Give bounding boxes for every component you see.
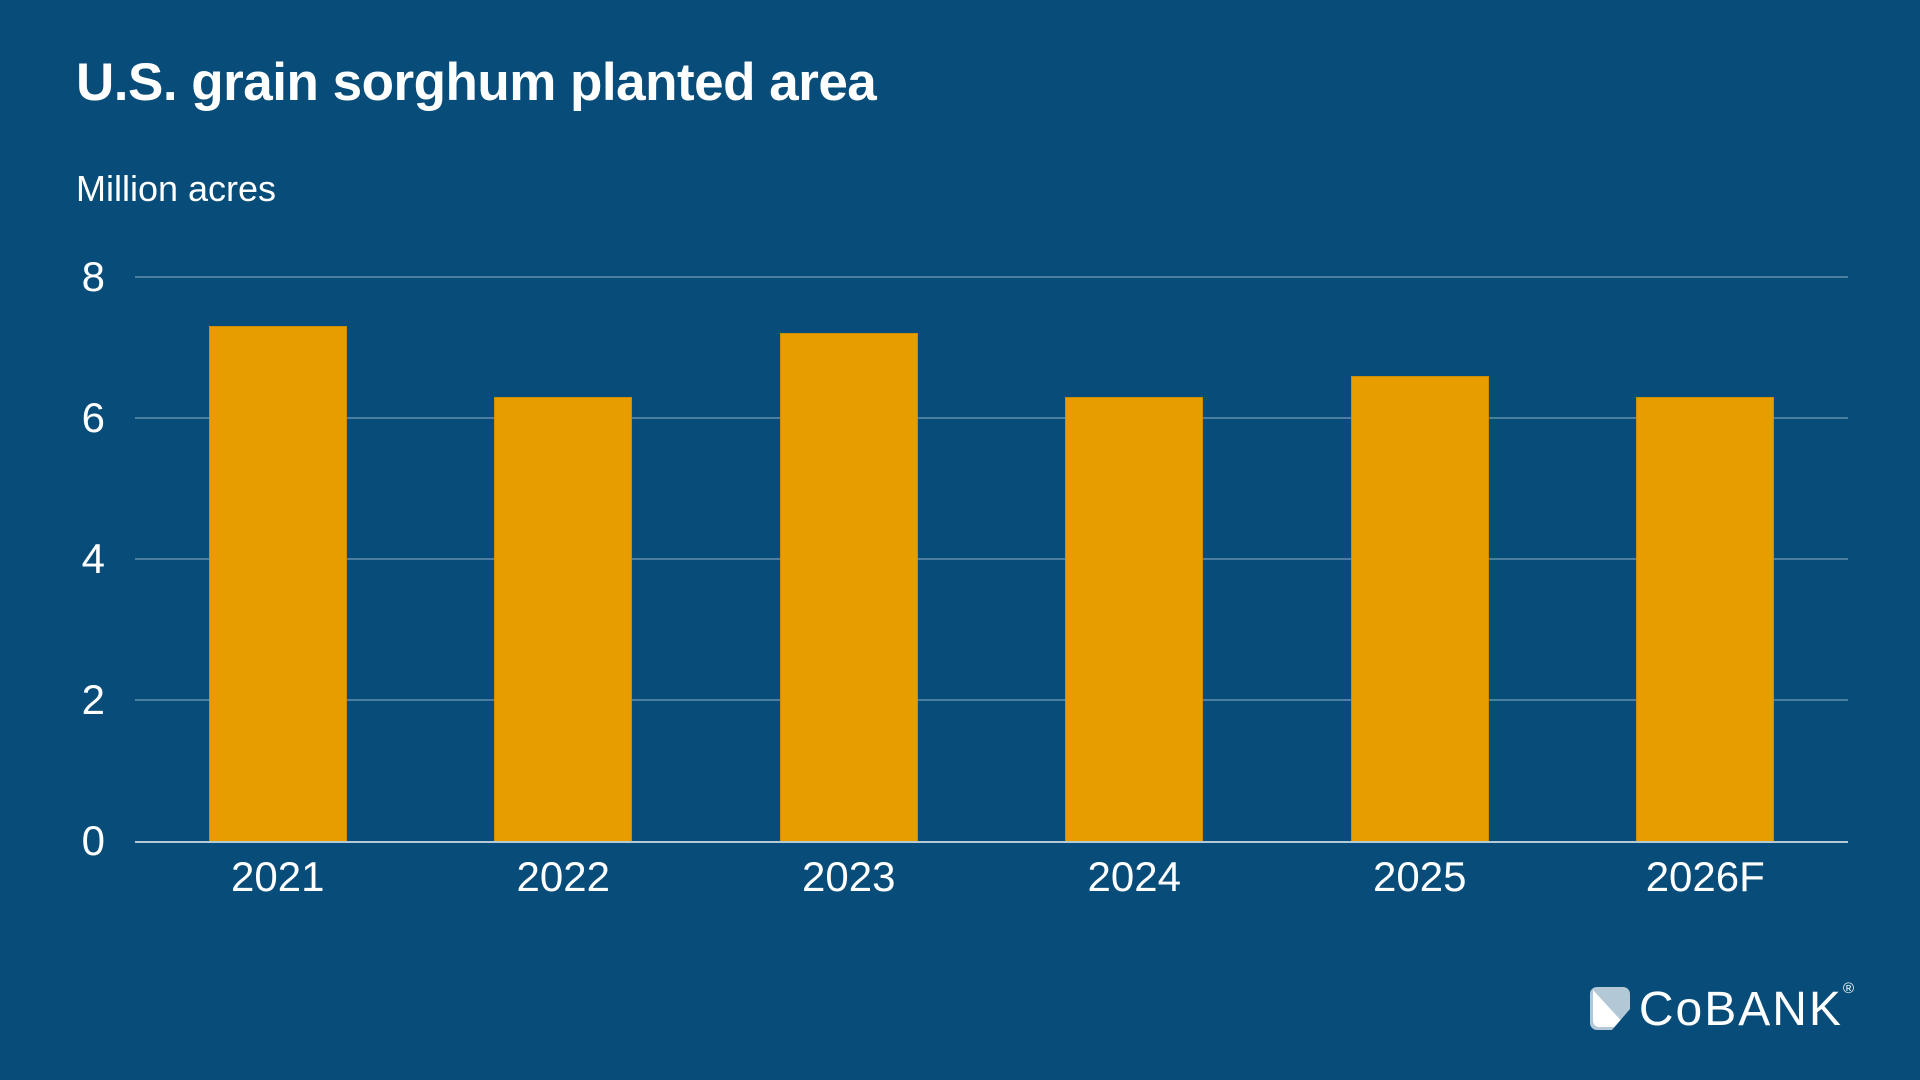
cobank-wordmark: CoBANK® <box>1639 981 1854 1034</box>
bar-2021 <box>208 326 347 841</box>
y-tick-label-0: 0 <box>81 817 105 864</box>
gridline-8 <box>135 276 1848 278</box>
plot-area <box>135 276 1848 843</box>
x-axis-tick-labels: 2021 2022 2023 2024 2025 2026F <box>135 856 1848 906</box>
y-axis-tick-labels: 0 2 4 6 8 <box>30 256 105 862</box>
cobank-logo-icon <box>1589 987 1630 1030</box>
x-tick-label-2026F: 2026F <box>1645 853 1765 900</box>
x-tick-label-2021: 2021 <box>231 853 325 900</box>
gridline-2 <box>135 699 1848 701</box>
gridline-6 <box>135 417 1848 419</box>
y-tick-label-4: 4 <box>81 535 105 582</box>
bar-2024 <box>1065 396 1204 841</box>
bar-2026F <box>1636 396 1775 841</box>
y-tick-label-2: 2 <box>81 676 105 723</box>
x-tick-label-2025: 2025 <box>1373 853 1467 900</box>
bar-2025 <box>1350 375 1489 841</box>
y-tick-label-6: 6 <box>81 394 105 441</box>
bar-2022 <box>494 396 633 841</box>
cobank-wordmark-text: CoBANK <box>1638 982 1843 1036</box>
x-tick-label-2022: 2022 <box>516 853 610 900</box>
bar-2023 <box>779 333 918 841</box>
y-axis-unit-label: Million acres <box>76 168 277 209</box>
x-tick-label-2024: 2024 <box>1087 853 1181 900</box>
y-tick-label-8: 8 <box>81 253 105 300</box>
chart-title: U.S. grain sorghum planted area <box>76 53 877 112</box>
registered-trademark-symbol: ® <box>1842 979 1854 997</box>
gridline-4 <box>135 558 1848 560</box>
cobank-logo: CoBANK® <box>1589 981 1854 1034</box>
x-tick-label-2023: 2023 <box>802 853 896 900</box>
